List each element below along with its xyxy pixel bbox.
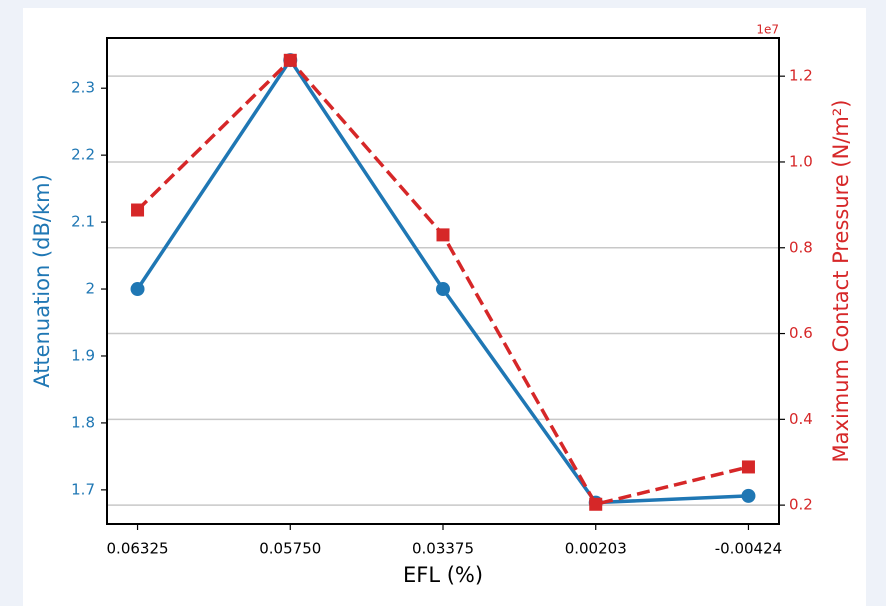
y-tick-label: 2.1 xyxy=(71,213,95,231)
y-tick-label: 1.8 xyxy=(71,413,95,431)
marker xyxy=(589,497,603,511)
x-tick-label: 0.06325 xyxy=(107,540,169,558)
marker xyxy=(283,53,297,67)
y2-axis-label: Maximum Contact Pressure (N/m²) xyxy=(829,100,853,463)
y-tick-label: 2.2 xyxy=(71,146,95,164)
y-tick-label: 1.7 xyxy=(71,480,95,498)
y-tick-label: 2 xyxy=(85,280,95,298)
marker xyxy=(741,460,755,474)
x-tick-label: 0.03375 xyxy=(412,540,474,558)
y2-tick-label: 0.6 xyxy=(789,324,813,342)
y-axis-label: Attenuation (dB/km) xyxy=(30,174,54,388)
panel xyxy=(23,8,866,606)
y2-tick-label: 1.2 xyxy=(789,67,813,85)
plot-frame xyxy=(106,37,780,525)
marker xyxy=(436,282,450,297)
series-line xyxy=(136,56,749,505)
y2-offset: 1e7 xyxy=(756,23,779,37)
y2-tick-label: 0.2 xyxy=(789,496,813,514)
y-tick-label: 1.9 xyxy=(71,346,95,364)
x-tick-label: -0.00424 xyxy=(715,540,782,558)
marker xyxy=(436,228,450,242)
y2-tick-label: 0.4 xyxy=(789,410,813,428)
x-tick-label: 0.05750 xyxy=(259,540,321,558)
y2-tick-label: 0.8 xyxy=(789,238,813,256)
marker xyxy=(130,282,145,297)
x-tick-label: 0.00203 xyxy=(565,540,627,558)
y2-tick-label: 1.0 xyxy=(789,152,813,170)
y-tick-label: 2.3 xyxy=(71,79,95,97)
x-axis-label: EFL (%) xyxy=(403,563,483,587)
marker xyxy=(131,203,145,217)
marker xyxy=(741,488,756,503)
